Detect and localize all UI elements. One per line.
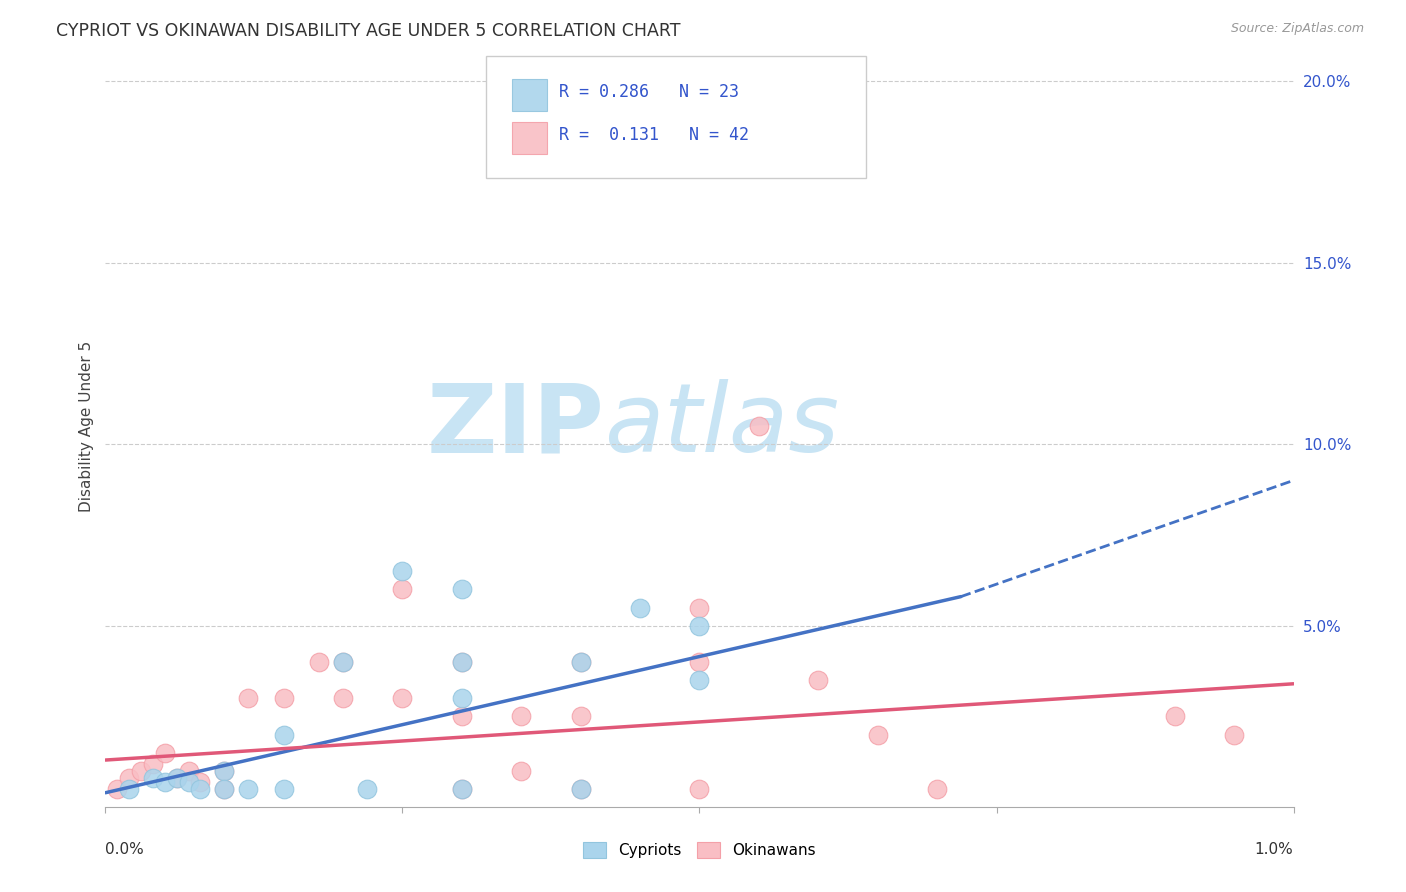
Point <box>214 764 236 778</box>
Point <box>391 691 413 706</box>
Point <box>807 673 830 687</box>
Point <box>689 618 711 632</box>
Point <box>1164 709 1187 723</box>
Legend: Cypriots, Okinawans: Cypriots, Okinawans <box>576 836 823 864</box>
Point <box>105 782 128 797</box>
Point <box>236 691 259 706</box>
Text: 1.0%: 1.0% <box>1254 841 1294 856</box>
Point <box>391 564 413 578</box>
Point <box>927 782 949 797</box>
Point <box>214 782 236 797</box>
Point <box>332 655 354 669</box>
Point <box>153 774 176 789</box>
Point <box>129 764 152 778</box>
Point <box>1223 728 1246 742</box>
Point <box>118 771 141 785</box>
Point <box>166 771 188 785</box>
Point <box>142 756 165 771</box>
Point <box>569 709 592 723</box>
Point <box>391 582 413 597</box>
Point <box>689 655 711 669</box>
Point <box>450 655 472 669</box>
Point <box>569 782 592 797</box>
Text: R = 0.286   N = 23: R = 0.286 N = 23 <box>560 83 740 101</box>
Point <box>628 600 651 615</box>
Point <box>190 774 212 789</box>
Point <box>450 782 472 797</box>
Point <box>450 709 472 723</box>
Point <box>273 728 295 742</box>
Point <box>569 655 592 669</box>
Point <box>569 782 592 797</box>
Point <box>356 782 378 797</box>
Point <box>689 782 711 797</box>
FancyBboxPatch shape <box>485 56 866 178</box>
Text: R =  0.131   N = 42: R = 0.131 N = 42 <box>560 126 749 145</box>
Point <box>142 771 165 785</box>
Point <box>332 655 354 669</box>
Point <box>522 146 544 161</box>
Point <box>190 782 212 797</box>
Point <box>689 673 711 687</box>
Point <box>273 691 295 706</box>
Point <box>118 782 141 797</box>
Point <box>177 764 200 778</box>
Point <box>153 746 176 760</box>
Point <box>450 655 472 669</box>
Y-axis label: Disability Age Under 5: Disability Age Under 5 <box>79 341 94 511</box>
Point <box>214 764 236 778</box>
Point <box>689 600 711 615</box>
Text: 0.0%: 0.0% <box>105 841 145 856</box>
Point <box>748 419 770 434</box>
Bar <box>512 78 547 111</box>
Point <box>450 782 472 797</box>
Point <box>510 709 533 723</box>
Text: CYPRIOT VS OKINAWAN DISABILITY AGE UNDER 5 CORRELATION CHART: CYPRIOT VS OKINAWAN DISABILITY AGE UNDER… <box>56 22 681 40</box>
Point <box>236 782 259 797</box>
Point <box>214 782 236 797</box>
Point <box>166 771 188 785</box>
Point <box>450 691 472 706</box>
Point <box>273 782 295 797</box>
Text: ZIP: ZIP <box>426 379 605 473</box>
Text: Source: ZipAtlas.com: Source: ZipAtlas.com <box>1230 22 1364 36</box>
Bar <box>512 121 547 153</box>
Point <box>510 764 533 778</box>
Point <box>308 655 330 669</box>
Point <box>569 655 592 669</box>
Point <box>450 582 472 597</box>
Point <box>866 728 889 742</box>
Point <box>177 774 200 789</box>
Text: atlas: atlas <box>605 379 839 473</box>
Point <box>332 691 354 706</box>
